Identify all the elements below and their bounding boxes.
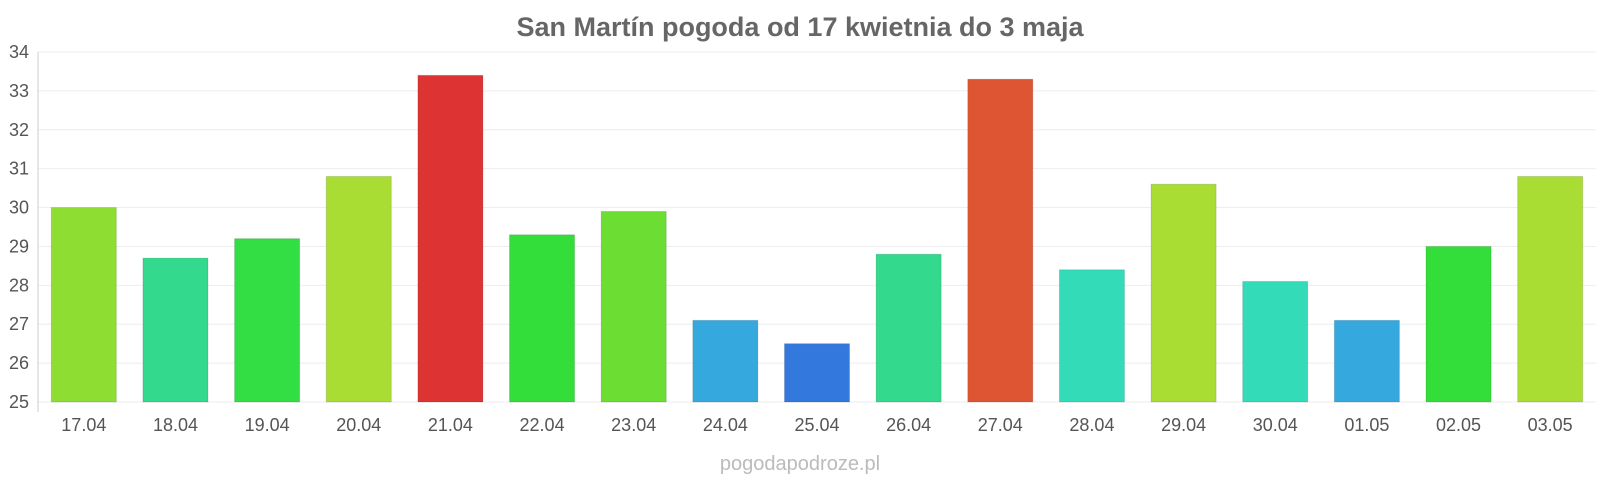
y-tick-label: 25 [9,392,29,412]
x-tick-label: 30.04 [1253,415,1298,435]
bar-21.04 [417,74,484,403]
y-tick-label: 29 [9,236,29,256]
bar-22.04 [509,234,576,403]
x-tick-label: 25.04 [794,415,839,435]
y-tick-label: 33 [9,81,29,101]
bar-28.04 [1058,269,1125,403]
x-tick-label: 24.04 [703,415,748,435]
bar-20.04 [325,175,392,403]
chart-title: San Martín pogoda od 17 kwietnia do 3 ma… [516,12,1084,42]
y-tick-label: 31 [9,159,29,179]
bar-25.04 [783,343,851,403]
bar-24.04 [692,319,759,403]
x-tick-label: 21.04 [428,415,473,435]
x-tick-label: 26.04 [886,415,931,435]
x-tick-label: 17.04 [61,415,106,435]
y-axis-ticks: 25 26 27 28 29 30 31 32 33 34 [9,42,29,412]
watermark: pogodapodroze.pl [720,453,880,475]
x-tick-label: 02.05 [1436,415,1481,435]
bar-18.04 [142,257,209,403]
bar-19.04 [234,238,301,403]
bar-29.04 [1150,183,1217,403]
bars [50,74,1584,403]
x-tick-label: 28.04 [1069,415,1114,435]
bar-03.05 [1517,175,1584,403]
bar-17.04 [50,207,117,403]
y-tick-label: 32 [9,120,29,140]
y-tick-label: 26 [9,353,29,373]
y-tick-label: 28 [9,275,29,295]
y-tick-label: 27 [9,314,29,334]
bar-27.04 [967,78,1034,403]
x-tick-label: 27.04 [978,415,1023,435]
x-tick-label: 29.04 [1161,415,1206,435]
x-tick-label: 22.04 [520,415,565,435]
x-tick-label: 01.05 [1344,415,1389,435]
x-tick-label: 19.04 [245,415,290,435]
x-tick-label: 20.04 [336,415,381,435]
x-tick-label: 23.04 [611,415,656,435]
y-tick-label: 34 [9,42,29,62]
bar-30.04 [1242,280,1309,403]
y-tick-label: 30 [9,198,29,218]
bar-23.04 [600,210,667,403]
bar-01.05 [1333,319,1400,403]
bar-26.04 [875,253,942,403]
bar-02.05 [1425,245,1492,403]
x-tick-label: 18.04 [153,415,198,435]
x-axis-ticks: 17.04 18.04 19.04 20.04 21.04 22.04 23.04 24.04… [61,415,1572,435]
x-tick-label: 03.05 [1528,415,1573,435]
